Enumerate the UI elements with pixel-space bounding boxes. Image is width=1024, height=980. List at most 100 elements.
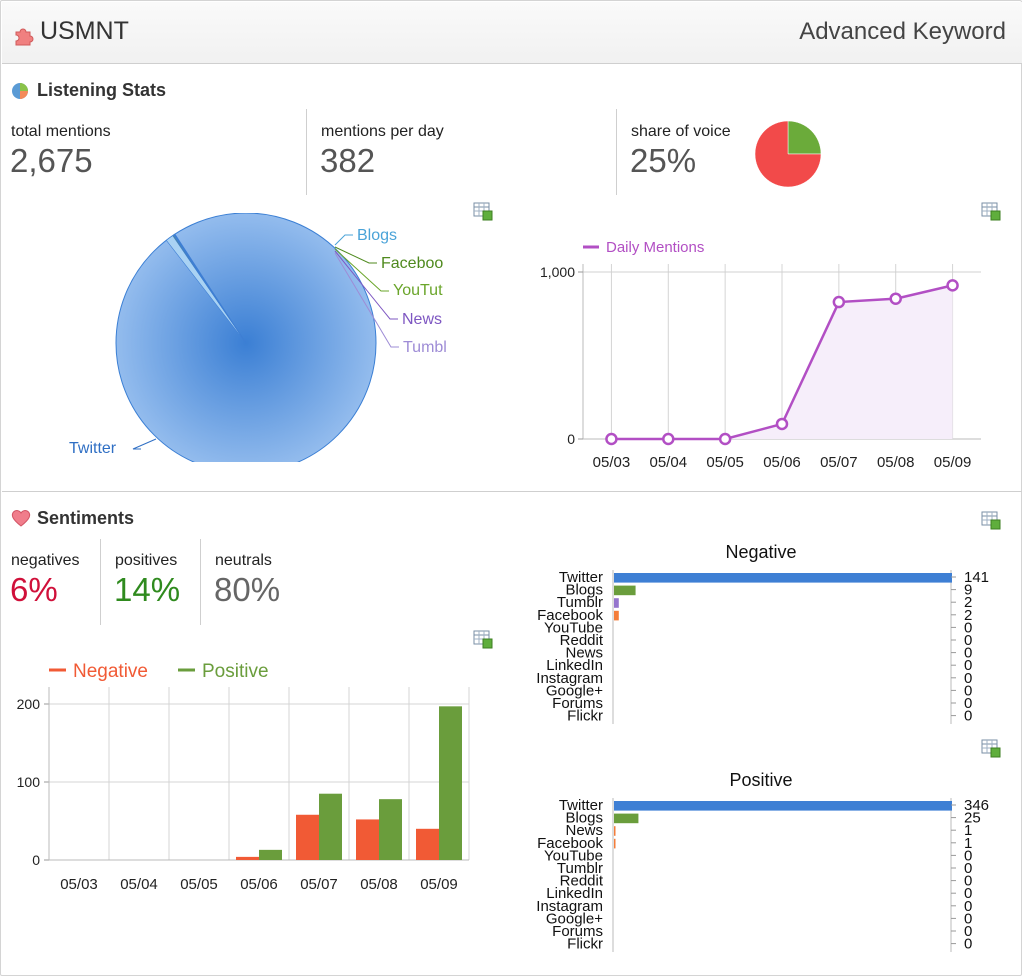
bar <box>614 573 952 583</box>
legend-label: Negative <box>73 661 148 682</box>
x-tick-label: 05/09 <box>420 876 458 893</box>
value-label: 0 <box>964 873 972 890</box>
line-point <box>889 292 902 305</box>
pie-label: Faceboo <box>381 255 443 272</box>
value-label: 25 <box>964 810 981 827</box>
bar-positive <box>319 793 342 860</box>
category-label: YouTube <box>544 619 603 636</box>
category-label: Instagram <box>536 898 603 915</box>
bar-negative <box>236 856 259 860</box>
category-label: Google+ <box>546 910 603 927</box>
category-label: Twitter <box>559 569 603 586</box>
y-tick-label: 200 <box>17 696 41 712</box>
line-point <box>662 432 675 446</box>
table-export-icon[interactable] <box>473 629 493 649</box>
daily-mentions-chart: Daily Mentions 0 1,000 05/03 05/04 05/05 05/06… <box>540 239 981 471</box>
sentiments-title: Sentiments <box>37 508 135 528</box>
mentions-per-day-value: 382 <box>320 142 376 179</box>
value-label: 0 <box>964 885 972 902</box>
category-label: Google+ <box>546 682 603 699</box>
sov-slice <box>754 120 822 188</box>
total-mentions-label: total mentions <box>11 123 111 140</box>
neutrals-label: neutrals <box>215 552 272 569</box>
chart-title: Negative <box>725 542 796 562</box>
category-label: Tumblr <box>557 860 603 877</box>
category-label: News <box>565 822 603 839</box>
positives-value: 14% <box>114 571 181 608</box>
value-label: 1 <box>964 835 972 852</box>
pie-label: Twitter <box>69 440 117 457</box>
category-label: Tumblr <box>557 594 603 611</box>
category-label: Blogs <box>565 582 603 599</box>
category-label: Forums <box>552 695 603 712</box>
y-tick-label: 1,000 <box>540 264 575 280</box>
globe-pie-icon <box>12 83 28 99</box>
pie-leader-line <box>132 438 157 450</box>
value-label: 1 <box>964 822 972 839</box>
table-export-icon[interactable] <box>473 201 493 221</box>
stat-divider <box>306 109 307 195</box>
category-label: YouTube <box>544 847 603 864</box>
sentiment-daily-chart: Negative Positive 0 100 200 05/03 05/04 05/05 05… <box>17 661 470 893</box>
bar-negative <box>356 819 379 860</box>
sources-pie-chart: Twitter Blogs Faceboo YouTut News Tumbl <box>69 213 447 462</box>
table-export-icon[interactable] <box>981 510 1001 530</box>
line-area <box>611 285 953 439</box>
bar <box>614 585 636 596</box>
negative-sources-chart: Negative Twitter 141 Blogs 9 Tumblr 2 Facebook 2… <box>536 542 989 724</box>
x-tick-label: 05/04 <box>650 454 688 471</box>
category-label: Twitter <box>559 797 603 814</box>
category-label: Instagram <box>536 670 603 687</box>
value-label: 141 <box>964 569 989 586</box>
x-tick-label: 05/06 <box>240 876 278 893</box>
value-label: 9 <box>964 582 972 599</box>
pie-label: Blogs <box>357 227 397 244</box>
pie-slice <box>174 233 247 344</box>
x-tick-label: 05/07 <box>300 876 338 893</box>
value-label: 0 <box>964 645 972 662</box>
table-export-icon[interactable] <box>981 201 1001 221</box>
pie-leader-line <box>334 248 389 292</box>
value-label: 2 <box>964 607 972 624</box>
line-point <box>832 295 846 309</box>
category-label: News <box>565 645 603 662</box>
category-label: Forums <box>552 923 603 940</box>
bar <box>614 598 619 608</box>
line-point <box>605 432 618 446</box>
pie-leader-line <box>334 234 353 246</box>
heart-icon <box>11 510 31 527</box>
bar <box>614 826 616 836</box>
pie-label: YouTut <box>393 282 443 299</box>
value-label: 0 <box>964 682 972 699</box>
bar <box>614 813 639 824</box>
value-label: 0 <box>964 898 972 915</box>
pie-label: News <box>402 311 442 328</box>
share-of-voice-value: 25% <box>630 142 697 179</box>
value-label: 2 <box>964 594 972 611</box>
share-of-voice-pie <box>754 120 822 188</box>
x-tick-label: 05/05 <box>180 876 218 893</box>
pie-leader-line <box>334 250 398 320</box>
table-export-icon[interactable] <box>981 738 1001 758</box>
category-label: LinkedIn <box>546 885 603 902</box>
line-point <box>718 432 732 446</box>
bar <box>614 801 952 811</box>
value-label: 0 <box>964 632 972 649</box>
category-label: Flickr <box>567 936 603 952</box>
x-tick-label: 05/03 <box>593 454 631 471</box>
negatives-label: negatives <box>11 552 80 569</box>
page-title: USMNT <box>40 17 129 45</box>
advanced-keyword-link[interactable]: Advanced Keyword <box>799 18 1006 45</box>
x-tick-label: 05/08 <box>360 876 398 893</box>
sov-slice <box>787 120 822 155</box>
pie-label: Tumbl <box>403 339 447 356</box>
y-tick-label: 0 <box>567 431 575 447</box>
y-tick-label: 0 <box>32 852 40 868</box>
stat-divider <box>100 539 101 625</box>
category-label: Blogs <box>565 810 603 827</box>
x-tick-label: 05/03 <box>60 876 98 893</box>
listening-stats-title: Listening Stats <box>37 80 167 100</box>
pie-leader-line <box>334 246 377 264</box>
value-label: 0 <box>964 936 972 952</box>
